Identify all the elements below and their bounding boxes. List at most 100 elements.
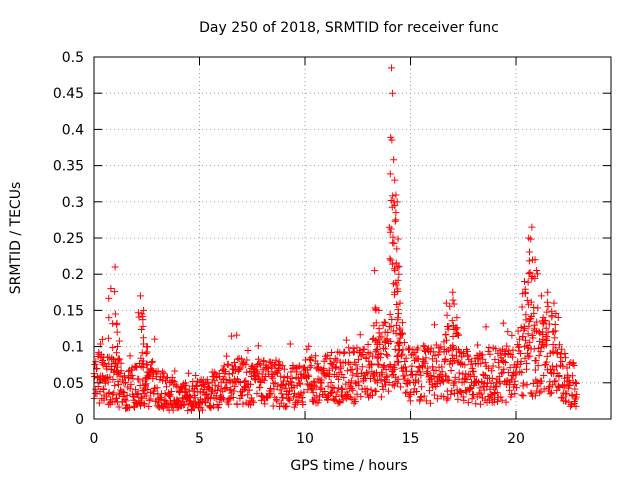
data-point	[529, 273, 537, 281]
data-point	[100, 386, 108, 394]
data-point	[453, 330, 461, 338]
data-point	[396, 324, 404, 332]
data-point	[496, 380, 504, 388]
data-point	[527, 298, 535, 306]
data-point	[492, 382, 500, 390]
data-point	[368, 361, 376, 369]
data-point	[495, 363, 503, 371]
data-point	[243, 368, 251, 376]
data-point	[225, 370, 233, 378]
data-point	[555, 382, 563, 390]
data-point	[391, 361, 399, 369]
data-point	[401, 389, 409, 397]
data-point	[279, 362, 287, 370]
data-point	[136, 292, 144, 300]
data-point	[295, 362, 303, 370]
data-point	[142, 350, 150, 358]
data-point	[273, 397, 281, 405]
data-point	[392, 259, 400, 267]
data-point	[550, 328, 558, 336]
data-point	[254, 355, 262, 363]
data-point	[307, 353, 315, 361]
data-point	[391, 266, 399, 274]
data-point	[465, 371, 473, 379]
data-point	[448, 317, 456, 325]
data-point	[346, 349, 354, 357]
data-point	[220, 362, 228, 370]
data-point	[248, 397, 256, 405]
data-point	[420, 358, 428, 366]
data-point	[340, 348, 348, 356]
data-point	[135, 375, 143, 383]
data-point	[111, 310, 119, 318]
data-point	[450, 344, 458, 352]
data-point	[526, 338, 534, 346]
data-point	[205, 383, 213, 391]
data-point	[571, 378, 579, 386]
data-point	[145, 396, 153, 404]
data-point	[375, 306, 383, 314]
data-point	[375, 336, 383, 344]
data-point	[429, 348, 437, 356]
data-point	[500, 358, 508, 366]
data-point	[115, 403, 123, 411]
data-point	[364, 393, 372, 401]
data-point	[473, 393, 481, 401]
data-point	[541, 361, 549, 369]
data-point	[389, 239, 397, 247]
data-point	[455, 358, 463, 366]
y-tick-label: 0.35	[53, 159, 84, 175]
data-point	[453, 314, 461, 322]
data-point	[542, 341, 550, 349]
data-point	[438, 368, 446, 376]
data-point	[470, 373, 478, 381]
data-point	[543, 298, 551, 306]
data-point	[333, 372, 341, 380]
data-point	[229, 393, 237, 401]
data-point	[433, 357, 441, 365]
data-point	[547, 389, 555, 397]
data-point	[256, 383, 264, 391]
data-point	[531, 366, 539, 374]
data-point	[501, 358, 509, 366]
data-point	[115, 355, 123, 363]
data-point	[182, 381, 190, 389]
data-point	[458, 353, 466, 361]
data-point	[372, 319, 380, 327]
data-point	[261, 376, 269, 384]
data-point	[378, 370, 386, 378]
data-point	[379, 385, 387, 393]
data-point	[548, 307, 556, 315]
data-point	[284, 372, 292, 380]
y-tick-label: 0.1	[62, 340, 84, 356]
data-point	[424, 370, 432, 378]
data-point	[170, 378, 178, 386]
data-point	[527, 235, 535, 243]
data-point	[396, 299, 404, 307]
x-tick-labels: 0 5 10 15 20	[90, 431, 525, 447]
data-point	[444, 322, 452, 330]
data-point	[492, 345, 500, 353]
data-point	[395, 358, 403, 366]
data-point	[509, 346, 517, 354]
data-point	[306, 363, 314, 371]
data-point	[267, 389, 275, 397]
data-point	[539, 328, 547, 336]
data-point	[334, 375, 342, 383]
data-point	[393, 245, 401, 253]
data-point	[450, 381, 458, 389]
data-point	[275, 365, 283, 373]
data-point	[442, 372, 450, 380]
data-point	[327, 388, 335, 396]
data-point	[387, 363, 395, 371]
data-point	[266, 391, 274, 399]
data-point	[552, 363, 560, 371]
data-point	[387, 323, 395, 331]
data-point	[149, 357, 157, 365]
data-point	[440, 348, 448, 356]
data-point	[153, 370, 161, 378]
data-point	[311, 379, 319, 387]
data-point	[442, 372, 450, 380]
data-point	[416, 368, 424, 376]
data-point	[260, 357, 268, 365]
